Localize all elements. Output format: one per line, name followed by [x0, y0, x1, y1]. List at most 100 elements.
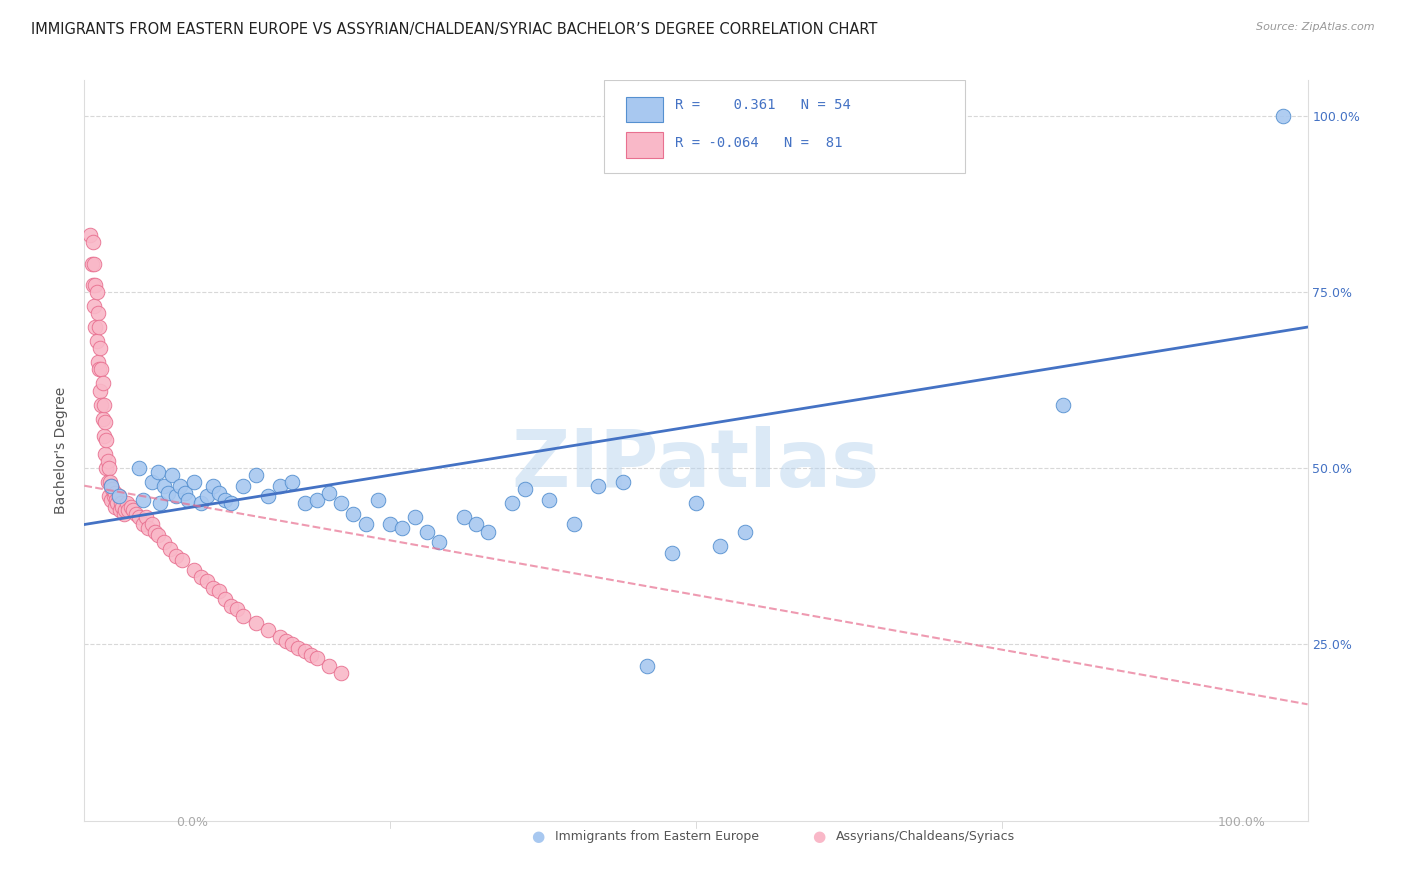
Point — [538, 492, 561, 507]
Point — [110, 496, 132, 510]
Point — [342, 507, 364, 521]
Point — [91, 376, 114, 391]
Text: R =    0.361   N = 54: R = 0.361 N = 54 — [675, 98, 851, 112]
Point — [135, 510, 157, 524]
Point — [190, 496, 212, 510]
Point — [214, 591, 236, 606]
Point — [305, 492, 328, 507]
Point — [404, 510, 426, 524]
Point — [464, 517, 486, 532]
FancyBboxPatch shape — [626, 96, 664, 122]
Point — [87, 320, 110, 334]
Point — [318, 485, 340, 500]
Point — [232, 479, 254, 493]
Point — [80, 257, 103, 271]
Point — [159, 542, 181, 557]
Point — [367, 492, 389, 507]
Y-axis label: Bachelor's Degree: Bachelor's Degree — [55, 387, 69, 514]
Point — [90, 398, 112, 412]
Point — [143, 524, 166, 539]
Point — [294, 644, 316, 658]
FancyBboxPatch shape — [626, 132, 664, 158]
Text: Source: ZipAtlas.com: Source: ZipAtlas.com — [1257, 22, 1375, 32]
Point — [172, 553, 194, 567]
Point — [84, 320, 107, 334]
Point — [97, 475, 120, 490]
Point — [156, 485, 179, 500]
Point — [141, 517, 163, 532]
Point — [169, 479, 191, 493]
Point — [101, 482, 124, 496]
Point — [162, 468, 184, 483]
Point — [107, 489, 129, 503]
Point — [90, 362, 112, 376]
Point — [257, 624, 280, 638]
Point — [269, 479, 291, 493]
Point — [83, 257, 105, 271]
Point — [201, 581, 224, 595]
Point — [330, 665, 353, 680]
Point — [104, 500, 127, 514]
Point — [100, 479, 122, 493]
Point — [89, 341, 111, 355]
Point — [226, 602, 249, 616]
Point — [709, 539, 731, 553]
Point — [108, 503, 131, 517]
Point — [105, 496, 128, 510]
Point — [165, 489, 187, 503]
Point — [87, 306, 110, 320]
Point — [195, 574, 218, 588]
Point — [305, 651, 328, 665]
Point — [82, 277, 104, 292]
Text: Immigrants from Eastern Europe: Immigrants from Eastern Europe — [554, 830, 759, 843]
Text: IMMIGRANTS FROM EASTERN EUROPE VS ASSYRIAN/CHALDEAN/SYRIAC BACHELOR’S DEGREE COR: IMMIGRANTS FROM EASTERN EUROPE VS ASSYRI… — [31, 22, 877, 37]
Point — [276, 633, 298, 648]
Point — [208, 485, 231, 500]
Point — [111, 500, 134, 514]
Point — [453, 510, 475, 524]
Point — [257, 489, 280, 503]
Point — [612, 475, 634, 490]
Point — [122, 503, 145, 517]
Point — [97, 454, 120, 468]
Point — [83, 299, 105, 313]
Point — [87, 355, 110, 369]
Point — [100, 479, 122, 493]
Point — [128, 461, 150, 475]
Point — [214, 492, 236, 507]
Point — [219, 496, 242, 510]
Point — [513, 482, 536, 496]
Point — [294, 496, 316, 510]
Point — [128, 510, 150, 524]
Point — [94, 447, 117, 461]
Point — [93, 398, 115, 412]
Point — [177, 492, 200, 507]
Point — [562, 517, 585, 532]
Point — [153, 535, 176, 549]
Point — [112, 507, 135, 521]
Point — [1272, 109, 1295, 123]
Point — [685, 496, 707, 510]
Text: ZIPatlas: ZIPatlas — [512, 426, 880, 504]
Point — [477, 524, 499, 539]
Point — [354, 517, 377, 532]
Point — [299, 648, 322, 662]
Point — [427, 535, 450, 549]
Point — [86, 334, 108, 348]
Text: R = -0.064   N =  81: R = -0.064 N = 81 — [675, 136, 842, 150]
Text: ●: ● — [813, 830, 825, 844]
Point — [97, 489, 120, 503]
Point — [661, 546, 683, 560]
Point — [107, 489, 129, 503]
Point — [89, 384, 111, 398]
Point — [502, 496, 524, 510]
Text: Assyrians/Chaldeans/Syriacs: Assyrians/Chaldeans/Syriacs — [835, 830, 1015, 843]
Point — [1052, 398, 1074, 412]
Point — [165, 549, 187, 564]
Point — [103, 489, 125, 503]
Point — [281, 637, 304, 651]
Point — [146, 465, 169, 479]
Point — [96, 461, 118, 475]
Point — [96, 433, 118, 447]
Point — [281, 475, 304, 490]
